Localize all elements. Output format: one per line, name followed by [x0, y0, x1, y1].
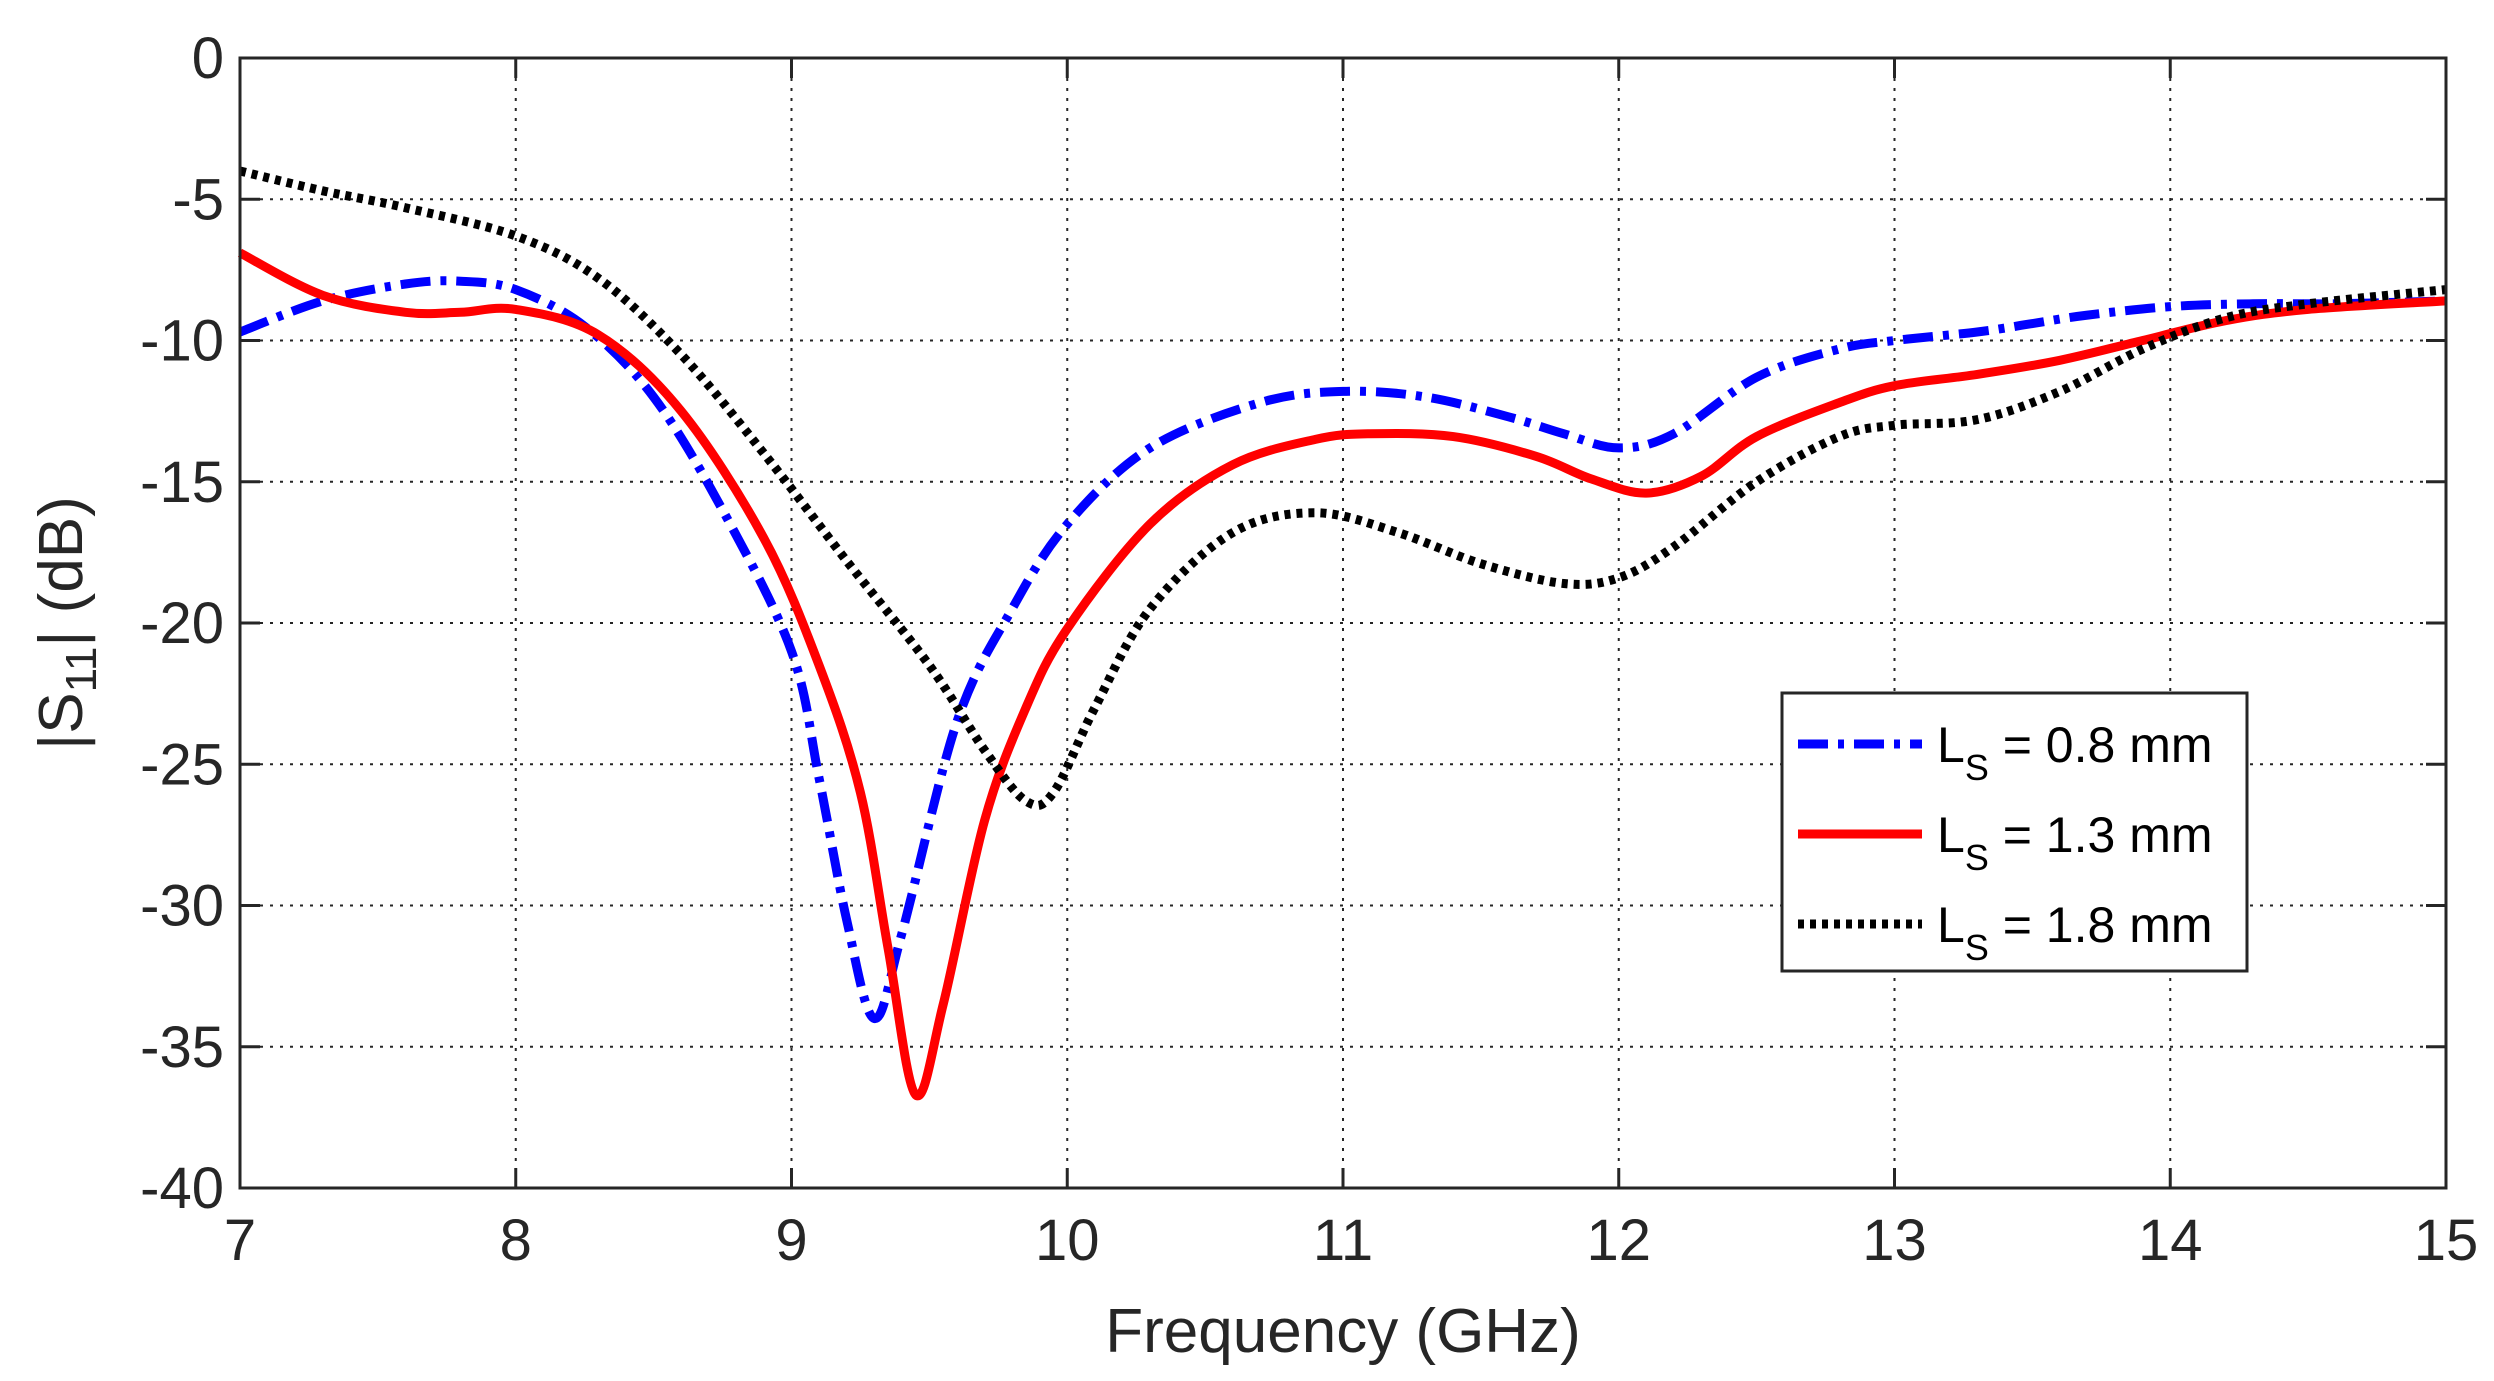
- y-axis-ticks: 0 -5 -10 -15 -20 -25 -30 -35 -40: [140, 26, 2446, 1221]
- legend-label-rest: = 1.8 mm: [1989, 897, 2213, 953]
- x-tick-label: 10: [1035, 1208, 1100, 1273]
- legend-label-sub: S: [1965, 927, 1989, 968]
- x-axis-title: Frequency (GHz): [1105, 1297, 1580, 1366]
- y-tick-label: -10: [140, 309, 224, 374]
- y-tick-label: -15: [140, 450, 224, 515]
- legend-label-main: L: [1937, 897, 1965, 953]
- legend-label-sub: S: [1965, 747, 1989, 788]
- y-tick-label: -5: [172, 167, 224, 232]
- x-tick-label: 13: [1862, 1208, 1927, 1273]
- grid-lines: [240, 58, 2446, 1188]
- y-tick-label: -30: [140, 874, 224, 939]
- y-tick-label: -35: [140, 1015, 224, 1080]
- y-axis-title-suffix: | (dB): [27, 496, 96, 646]
- legend-label-3: LS = 1.8 mm: [1937, 897, 2213, 968]
- x-tick-label: 8: [500, 1208, 532, 1273]
- y-axis-title-subscript: 11: [57, 647, 106, 693]
- x-tick-label: 12: [1586, 1208, 1651, 1273]
- legend-label-main: L: [1937, 807, 1965, 863]
- y-axis-title: |S11| (dB): [27, 496, 106, 750]
- y-axis-title-prefix: |S: [27, 692, 96, 749]
- x-tick-label: 7: [224, 1208, 256, 1273]
- legend-label-rest: = 1.3 mm: [1989, 807, 2213, 863]
- x-tick-label: 14: [2138, 1208, 2203, 1273]
- x-axis-ticks: 7 8 9 10 11 12 13 14 15: [224, 58, 2478, 1273]
- legend-label-sub: S: [1965, 837, 1989, 878]
- series-line-3: [238, 166, 2447, 810]
- x-tick-label: 11: [1313, 1208, 1373, 1273]
- y-tick-label: 0: [192, 26, 224, 91]
- y-tick-label: -40: [140, 1156, 224, 1221]
- y-tick-label: -25: [140, 732, 224, 797]
- series-layer: [237, 166, 2447, 1101]
- legend-label-rest: = 0.8 mm: [1989, 717, 2213, 773]
- y-tick-label: -20: [140, 591, 224, 656]
- series-line-1: [238, 276, 2447, 1023]
- legend-label-1: LS = 0.8 mm: [1937, 717, 2213, 788]
- x-tick-label: 9: [775, 1208, 807, 1273]
- legend-label-2: LS = 1.3 mm: [1937, 807, 2213, 878]
- legend-label-main: L: [1937, 717, 1965, 773]
- series-line-2: [237, 248, 2447, 1101]
- x-tick-label: 15: [2414, 1208, 2479, 1273]
